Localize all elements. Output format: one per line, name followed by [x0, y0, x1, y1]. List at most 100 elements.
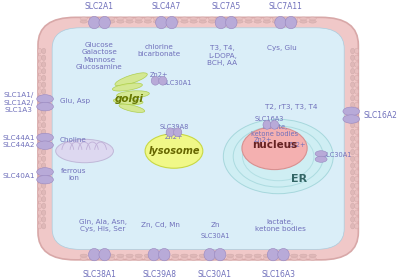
Ellipse shape — [350, 156, 355, 162]
Ellipse shape — [254, 17, 261, 20]
Ellipse shape — [181, 17, 188, 20]
Ellipse shape — [272, 254, 280, 257]
Ellipse shape — [89, 254, 97, 257]
Ellipse shape — [350, 129, 355, 135]
Ellipse shape — [37, 141, 54, 150]
Ellipse shape — [42, 109, 46, 115]
Ellipse shape — [355, 109, 359, 115]
Text: SLC7A11: SLC7A11 — [269, 2, 303, 11]
Ellipse shape — [148, 248, 160, 261]
Ellipse shape — [38, 176, 42, 182]
Ellipse shape — [42, 203, 46, 209]
Ellipse shape — [350, 210, 355, 215]
Ellipse shape — [282, 17, 289, 20]
Ellipse shape — [190, 20, 197, 23]
Ellipse shape — [226, 17, 237, 29]
Ellipse shape — [355, 122, 359, 128]
Ellipse shape — [300, 20, 307, 23]
Ellipse shape — [108, 20, 115, 23]
Ellipse shape — [355, 223, 359, 229]
Ellipse shape — [350, 176, 355, 182]
Ellipse shape — [38, 136, 42, 141]
Text: T3, T4,
L-DOPA,
BCH, AA: T3, T4, L-DOPA, BCH, AA — [207, 45, 238, 66]
Text: SLC4A7: SLC4A7 — [152, 2, 181, 11]
Ellipse shape — [355, 62, 359, 67]
Text: golgi: golgi — [115, 94, 144, 104]
Ellipse shape — [355, 190, 359, 195]
Ellipse shape — [38, 55, 42, 60]
Ellipse shape — [355, 136, 359, 141]
Text: ferrous
ion: ferrous ion — [61, 168, 86, 181]
Ellipse shape — [108, 257, 115, 260]
Text: Zn2+: Zn2+ — [254, 137, 273, 143]
Ellipse shape — [126, 254, 133, 257]
Ellipse shape — [315, 151, 327, 157]
Ellipse shape — [242, 127, 307, 170]
Ellipse shape — [245, 20, 252, 23]
Text: SLC1A1/
SLC1A2/
SLC1A3: SLC1A1/ SLC1A2/ SLC1A3 — [4, 92, 34, 113]
Text: lysosome: lysosome — [148, 146, 200, 156]
Ellipse shape — [285, 17, 297, 29]
Text: Cys, Glu: Cys, Glu — [267, 45, 297, 51]
Ellipse shape — [38, 116, 42, 121]
Ellipse shape — [38, 89, 42, 94]
Ellipse shape — [89, 20, 97, 23]
Ellipse shape — [254, 254, 261, 257]
Ellipse shape — [37, 133, 54, 142]
Ellipse shape — [199, 257, 206, 260]
Ellipse shape — [117, 20, 124, 23]
Ellipse shape — [42, 69, 46, 74]
Text: chlorine
bicarbonate: chlorine bicarbonate — [138, 44, 181, 57]
Ellipse shape — [38, 129, 42, 135]
Ellipse shape — [290, 257, 298, 260]
Ellipse shape — [350, 82, 355, 87]
Ellipse shape — [42, 149, 46, 155]
Ellipse shape — [190, 257, 197, 260]
FancyBboxPatch shape — [38, 17, 358, 260]
Ellipse shape — [355, 89, 359, 94]
Ellipse shape — [42, 62, 46, 67]
Ellipse shape — [108, 17, 115, 20]
Ellipse shape — [350, 149, 355, 155]
Ellipse shape — [199, 17, 206, 20]
Ellipse shape — [272, 20, 280, 23]
Ellipse shape — [181, 254, 188, 257]
Ellipse shape — [278, 248, 289, 261]
Ellipse shape — [199, 254, 206, 257]
Ellipse shape — [117, 257, 124, 260]
Ellipse shape — [144, 257, 152, 260]
Ellipse shape — [38, 69, 42, 74]
Text: Glucose
Galactose
Mannose
Glucosamine: Glucose Galactose Mannose Glucosamine — [76, 42, 123, 70]
Ellipse shape — [80, 17, 88, 20]
Ellipse shape — [350, 170, 355, 175]
Text: Zn: Zn — [210, 222, 220, 228]
Ellipse shape — [350, 95, 355, 101]
Ellipse shape — [204, 248, 216, 261]
Ellipse shape — [162, 17, 170, 20]
Ellipse shape — [309, 20, 316, 23]
Text: Zn2+: Zn2+ — [288, 143, 306, 148]
Ellipse shape — [355, 82, 359, 87]
Ellipse shape — [56, 139, 114, 163]
Ellipse shape — [214, 248, 226, 261]
Ellipse shape — [38, 62, 42, 67]
Ellipse shape — [42, 163, 46, 168]
Ellipse shape — [38, 149, 42, 155]
Ellipse shape — [355, 95, 359, 101]
Text: SLC30A1: SLC30A1 — [198, 270, 232, 279]
Ellipse shape — [42, 170, 46, 175]
Ellipse shape — [350, 116, 355, 121]
Ellipse shape — [236, 20, 243, 23]
Ellipse shape — [217, 254, 225, 257]
Ellipse shape — [254, 20, 261, 23]
Ellipse shape — [38, 223, 42, 229]
Ellipse shape — [145, 134, 203, 168]
Ellipse shape — [38, 82, 42, 87]
Ellipse shape — [38, 183, 42, 188]
Ellipse shape — [115, 73, 147, 86]
Ellipse shape — [42, 190, 46, 195]
Text: SLC30A1: SLC30A1 — [323, 152, 352, 158]
Ellipse shape — [38, 143, 42, 148]
Text: SLC39A8: SLC39A8 — [142, 270, 176, 279]
Ellipse shape — [42, 95, 46, 101]
